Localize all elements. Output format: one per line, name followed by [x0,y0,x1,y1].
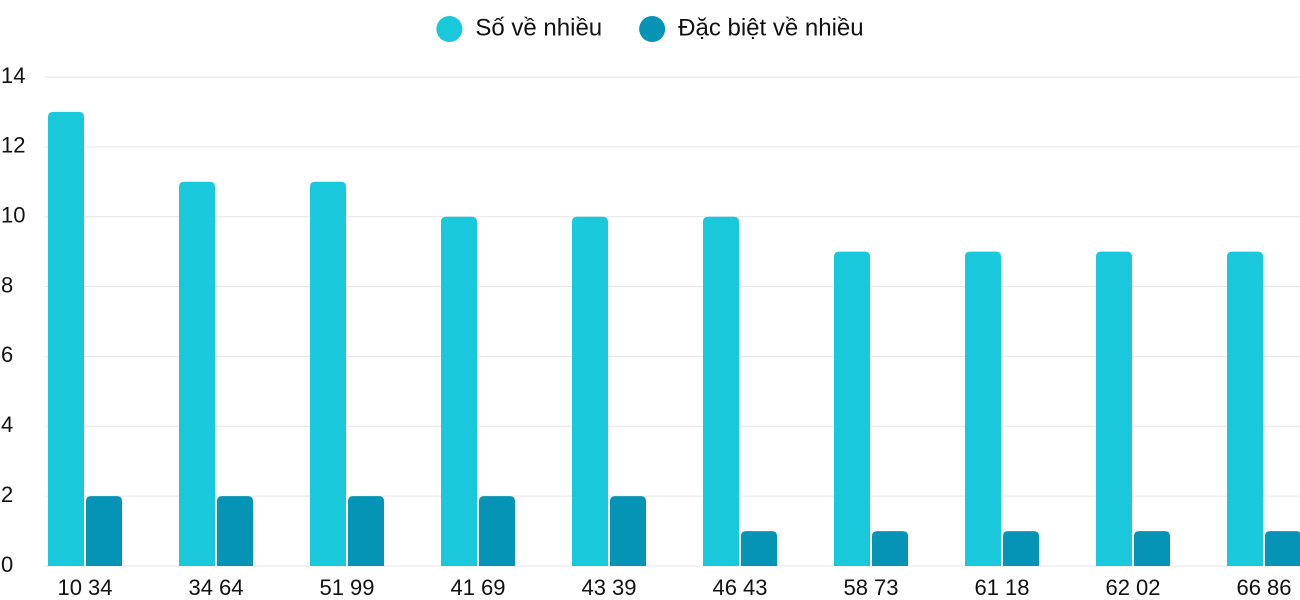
x-tick-label: 61 18 [974,575,1029,600]
x-tick-label: 34 64 [188,575,243,600]
bar [965,251,1001,566]
bar [48,111,84,566]
x-tick-label: 62 02 [1105,575,1160,600]
y-tick-label: 6 [1,342,13,367]
bar [1003,531,1039,566]
legend-marker [639,16,666,42]
bar [834,251,870,566]
y-tick-label: 10 [1,203,25,228]
y-tick-label: 2 [1,482,13,507]
bar [479,496,515,566]
bar [572,216,608,566]
bar [1265,531,1300,566]
bar [179,181,215,567]
bar [1227,251,1263,566]
legend-label: Đặc biệt về nhiều [678,14,863,41]
legend-marker [436,16,463,42]
y-tick-label: 12 [1,133,25,158]
bar [1096,251,1132,566]
y-tick-label: 8 [1,272,13,297]
y-tick-label: 14 [1,63,25,88]
bar [217,496,253,566]
x-tick-label: 43 39 [581,575,636,600]
y-tick-label: 0 [1,552,13,577]
bar [310,181,346,567]
bar [86,496,122,566]
y-tick-label: 4 [1,412,13,437]
x-tick-label: 46 43 [712,575,767,600]
x-tick-label: 51 99 [319,575,374,600]
bar [741,531,777,566]
legend-label: Số về nhiều [475,14,602,41]
bar [872,531,908,566]
bar [703,216,739,566]
bar [610,496,646,566]
bar [348,496,384,566]
x-tick-label: 58 73 [843,575,898,600]
x-tick-label: 10 34 [57,575,112,600]
x-tick-label: 41 69 [450,575,505,600]
bar [441,216,477,566]
bar [1134,531,1170,566]
x-tick-label: 66 86 [1236,575,1291,600]
